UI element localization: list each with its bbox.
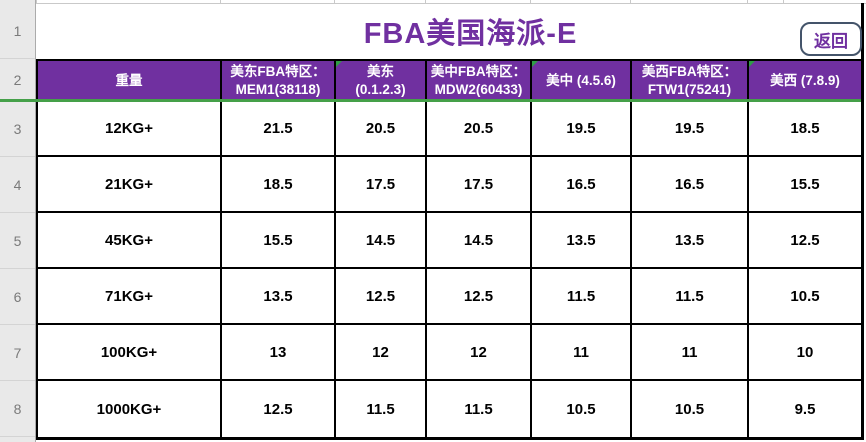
rate-cell[interactable]: 20.5 [427,101,532,157]
header-line: 美东 [367,64,394,79]
header-line: FTW1(75241) [647,82,732,97]
gridline [530,0,531,3]
rate-cell[interactable]: 18.5 [749,101,861,157]
gridline [783,0,784,3]
rate-cell[interactable]: 10.5 [749,269,861,325]
rate-cell[interactable]: 12.5 [749,213,861,269]
table-right-border [861,3,864,440]
rate-cell[interactable]: 10.5 [532,381,632,437]
weight-cell[interactable]: 21KG+ [38,157,222,213]
header-line: 重量 [115,73,143,88]
header-line: 美西FBA特区： [641,64,738,79]
row-header-column: 1 2 3 4 5 6 7 8 [0,0,36,442]
rate-cell[interactable]: 13.5 [632,213,749,269]
weight-cell[interactable]: 100KG+ [38,325,222,381]
header-west-fba-zone[interactable]: 美西FBA特区： FTW1(75241) [632,61,749,101]
error-marker-icon [532,61,538,67]
rate-cell[interactable]: 19.5 [532,101,632,157]
rate-cell[interactable]: 12 [427,325,532,381]
rate-cell[interactable]: 17.5 [427,157,532,213]
row-number[interactable]: 5 [0,213,35,269]
header-west[interactable]: 美西 (7.8.9) [749,61,861,101]
weight-cell[interactable]: 12KG+ [38,101,222,157]
weight-cell[interactable]: 71KG+ [38,269,222,325]
header-line: (0.1.2.3) [355,82,406,97]
header-line: 美东FBA特区： [230,64,326,79]
rate-cell[interactable]: 13 [222,325,336,381]
rate-cell[interactable]: 12.5 [222,381,336,437]
gridline [747,0,748,3]
row-number[interactable]: 6 [0,269,35,325]
rate-cell[interactable]: 21.5 [222,101,336,157]
row-number[interactable]: 1 [0,3,35,59]
weight-cell[interactable]: 45KG+ [38,213,222,269]
row-number[interactable]: 4 [0,157,35,213]
return-button[interactable]: 返回 [800,22,862,56]
gridline [0,3,866,4]
rate-cell[interactable]: 15.5 [749,157,861,213]
rate-cell[interactable]: 11.5 [532,269,632,325]
rate-cell[interactable]: 11.5 [632,269,749,325]
rate-table: 重量 美东FBA特区： MEM1(38118) 美东 (0.1.2.3) 美中F… [36,59,863,440]
rate-cell[interactable]: 12.5 [336,269,427,325]
rate-cell[interactable]: 16.5 [532,157,632,213]
row-number[interactable]: 2 [0,59,35,101]
gridline [36,0,37,3]
row-number[interactable]: 3 [0,101,35,157]
gridline [630,0,631,3]
rate-cell[interactable]: 12 [336,325,427,381]
rate-cell[interactable]: 14.5 [336,213,427,269]
header-line: 美中 (4.5.6) [546,73,616,88]
header-central[interactable]: 美中 (4.5.6) [532,61,632,101]
header-line: MDW2(60433) [434,82,523,97]
header-east[interactable]: 美东 (0.1.2.3) [336,61,427,101]
rate-cell[interactable]: 15.5 [222,213,336,269]
weight-cell[interactable]: 1000KG+ [38,381,222,437]
header-line: MEM1(38118) [235,82,321,97]
rate-cell[interactable]: 11.5 [427,381,532,437]
error-marker-icon [336,61,342,67]
header-east-fba-zone[interactable]: 美东FBA特区： MEM1(38118) [222,61,336,101]
rate-cell[interactable]: 13.5 [222,269,336,325]
rate-cell[interactable]: 12.5 [427,269,532,325]
row-number[interactable]: 8 [0,381,35,437]
rate-cell[interactable]: 17.5 [336,157,427,213]
rate-cell[interactable]: 18.5 [222,157,336,213]
rate-cell[interactable]: 14.5 [427,213,532,269]
header-weight[interactable]: 重量 [38,61,222,101]
error-marker-icon [749,61,755,67]
header-line: 美西 (7.8.9) [770,73,840,88]
rate-cell[interactable]: 11 [632,325,749,381]
rate-cell[interactable]: 11 [532,325,632,381]
rate-cell[interactable]: 10 [749,325,861,381]
gridline [334,0,335,3]
header-line: 美中FBA特区： [430,64,527,79]
page-title[interactable]: FBA美国海派-E [363,18,578,50]
rate-cell[interactable]: 20.5 [336,101,427,157]
gridline [425,0,426,3]
rate-cell[interactable]: 19.5 [632,101,749,157]
gridline [220,0,221,3]
rate-cell[interactable]: 13.5 [532,213,632,269]
row-number[interactable]: 7 [0,325,35,381]
header-central-fba-zone[interactable]: 美中FBA特区： MDW2(60433) [427,61,532,101]
rate-cell[interactable]: 16.5 [632,157,749,213]
rate-cell[interactable]: 9.5 [749,381,861,437]
freeze-pane-divider [0,99,864,102]
rate-cell[interactable]: 11.5 [336,381,427,437]
rate-cell[interactable]: 10.5 [632,381,749,437]
